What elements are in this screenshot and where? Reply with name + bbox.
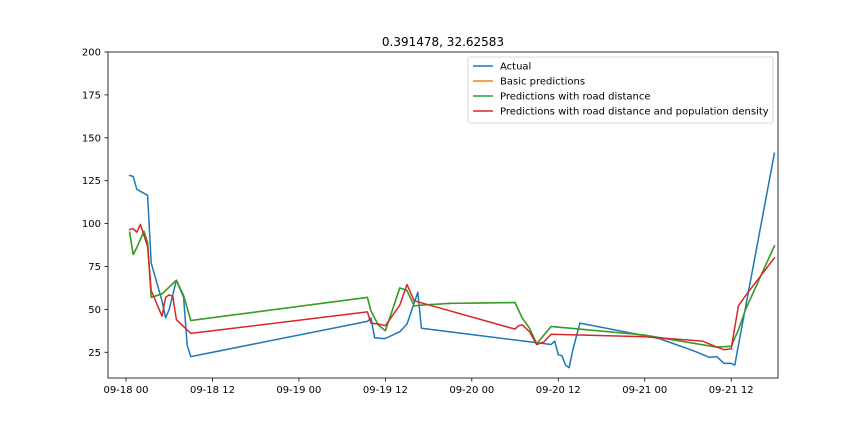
x-tick-label: 09-21 12 (709, 385, 754, 396)
legend: Actual Basic predictions Predictions with … (467, 56, 774, 124)
y-tick-label: 150 (82, 133, 101, 144)
series-line-predictions-with-road-distance (128, 230, 776, 348)
y-tick-label: 25 (88, 348, 101, 359)
series-lines (128, 152, 776, 369)
y-tick-label: 75 (88, 262, 101, 273)
y-tick-label: 200 (82, 48, 101, 59)
x-tick-label: 09-18 00 (104, 385, 149, 396)
legend-box (467, 56, 774, 124)
chart-title: 0.391478, 32.62583 (382, 35, 504, 49)
x-tick-label: 09-19 00 (276, 385, 321, 396)
y-tick-label: 125 (82, 176, 101, 187)
x-tick-label: 09-19 12 (363, 385, 408, 396)
y-tick-label: 175 (82, 90, 101, 101)
axes-frame (107, 51, 779, 379)
axes: 09-18 00 09-18 12 09-19 00 09-19 12 09-20 00… (82, 48, 779, 396)
x-tick-label: 09-20 12 (536, 385, 581, 396)
legend-label-predictions-with-road-distance-and-population-density: Predictions with road distance and popul… (500, 107, 769, 118)
series-line-actual (128, 152, 776, 369)
legend-label-actual: Actual (500, 62, 531, 73)
x-tick-label: 09-21 00 (622, 385, 667, 396)
y-tick-label: 50 (88, 305, 101, 316)
y-tick-label: 100 (82, 219, 101, 230)
series-line-predictions-with-road-distance-and-population-density (128, 223, 776, 351)
plot-area (128, 152, 776, 369)
x-tick-label: 09-18 12 (190, 385, 235, 396)
legend-label-basic-predictions: Basic predictions (500, 77, 585, 88)
legend-label-predictions-with-road-distance: Predictions with road distance (500, 92, 651, 103)
x-tick-label: 09-20 00 (449, 385, 494, 396)
